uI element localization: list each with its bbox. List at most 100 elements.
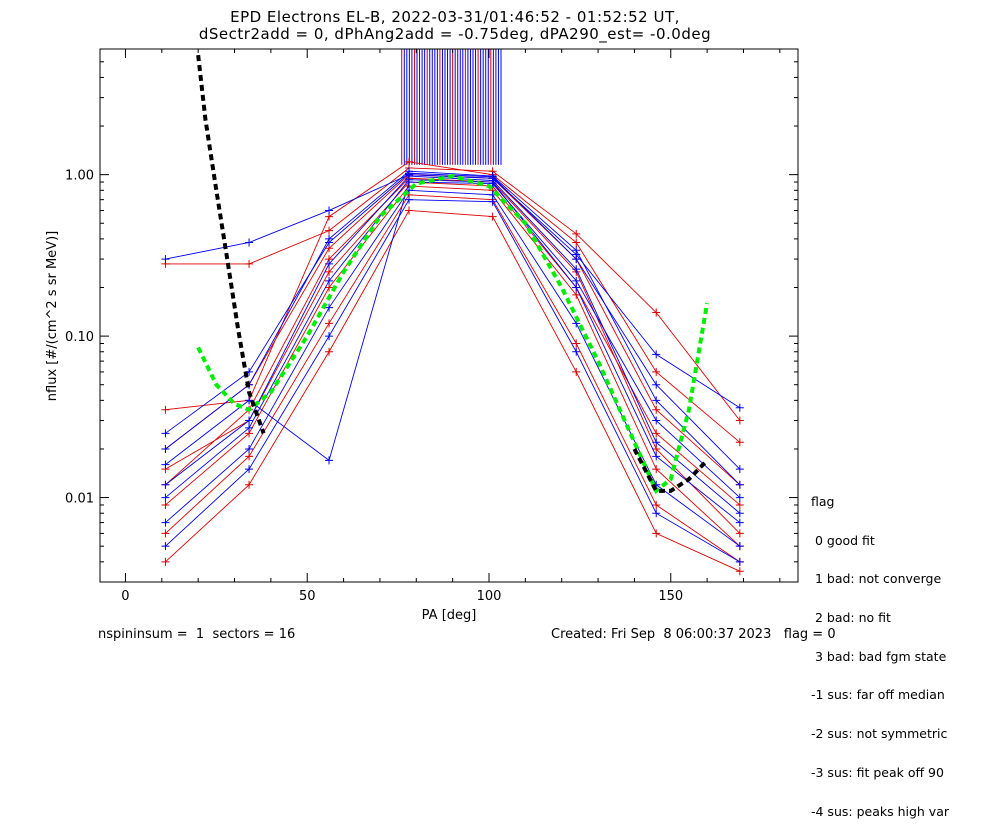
data-point [572,290,581,299]
data-point [735,438,744,447]
data-point [488,212,497,221]
series-line [165,161,741,443]
fit-curve-black [196,54,266,434]
legend-header: flag [811,493,835,509]
data-point [161,529,170,538]
y-tick-label: 1.00 [65,169,94,184]
data-point [735,500,744,509]
series-line [165,209,741,572]
data-point [652,444,661,453]
x-tick-label: 0 [121,589,129,604]
axes-frame [99,48,799,583]
data-point [735,567,744,576]
chart-subtitle: dSectr2add = 0, dPhAng2add = -0.75deg, d… [198,25,712,43]
data-point [572,276,581,285]
data-point [325,267,334,276]
y-tick-label: 0.01 [65,492,94,507]
data-point [488,172,497,181]
data-point [245,452,254,461]
data-point [572,339,581,348]
data-point [735,493,744,502]
data-point [161,480,170,489]
series-line [165,172,741,470]
series-line [165,167,741,421]
data-point [652,465,661,474]
x-tick-label: 100 [477,589,502,604]
data-point [572,246,581,255]
data-point [652,509,661,518]
data-point [245,480,254,489]
data-point [735,518,744,527]
plot-area: 0 50 100 150 0.01 0.10 1.00 PA [deg] nflux [#/… [45,48,799,623]
data-point [405,169,414,178]
data-point [161,405,170,414]
data-point [325,276,334,285]
data-point [325,238,334,247]
series-line [165,170,741,486]
legend-item: 2 bad: no fit [811,609,891,625]
data-point [161,493,170,502]
legend-item: -4 sus: peaks high var [811,803,950,819]
x-tick-label: 150 [658,589,683,604]
data-point [652,429,661,438]
data-point [161,429,170,438]
y-axis-label: nflux [#/(cm^2 s sr MeV)] [45,231,60,401]
footer-sector-info: nspininsum = 1 sectors = 16 [98,627,296,642]
data-point [325,319,334,328]
fit-curve-black [632,448,709,493]
data-point [161,542,170,551]
legend-item: -1 sus: far off median [811,687,945,703]
series-line [165,174,741,409]
data-point [161,518,170,527]
data-point [245,416,254,425]
fit-curve-green [196,174,710,495]
data-point [652,438,661,447]
data-point [652,416,661,425]
data-point [325,259,334,268]
footer-created-info: Created: Fri Sep 8 06:00:37 2023 flag = … [551,627,836,642]
data-point [245,396,254,405]
data-point [735,465,744,474]
data-point [325,303,334,312]
data-point [245,423,254,432]
data-point [735,557,744,566]
data-point [245,259,254,268]
legend-item: 3 bad: bad fgm state [811,648,947,664]
series-line [165,181,741,506]
data-point [572,265,581,274]
data-point [405,157,414,166]
y-tick-label: 0.10 [65,330,94,345]
data-point [652,396,661,405]
data-point [572,367,581,376]
data-point [245,444,254,453]
data-point [652,452,661,461]
data-point [161,557,170,566]
data-point [161,460,170,469]
series-line [165,194,741,563]
data-point [572,238,581,247]
data-point [652,350,661,359]
data-point [572,347,581,356]
x-tick-label: 50 [299,589,316,604]
data-point [325,226,334,235]
data-point [405,195,414,204]
data-point [161,500,170,509]
x-axis-label: PA [deg] [422,608,477,623]
flag-legend: flag 0 good fit 1 bad: not converge 2 ba… [811,470,949,831]
data-point [572,255,581,264]
data-point [735,542,744,551]
data-point [572,283,581,292]
data-point [652,308,661,317]
data-point [161,255,170,264]
data-point [245,465,254,474]
series-line [165,181,741,498]
data-point [652,405,661,414]
legend-item: -3 sus: fit peak off 90 [811,764,944,780]
data-point [405,206,414,215]
data-point [488,197,497,206]
legend-item: 0 good fit [811,532,875,548]
data-point [652,529,661,538]
data-point [325,347,334,356]
legend-item: 1 bad: not converge [811,571,942,587]
data-point [325,332,334,341]
